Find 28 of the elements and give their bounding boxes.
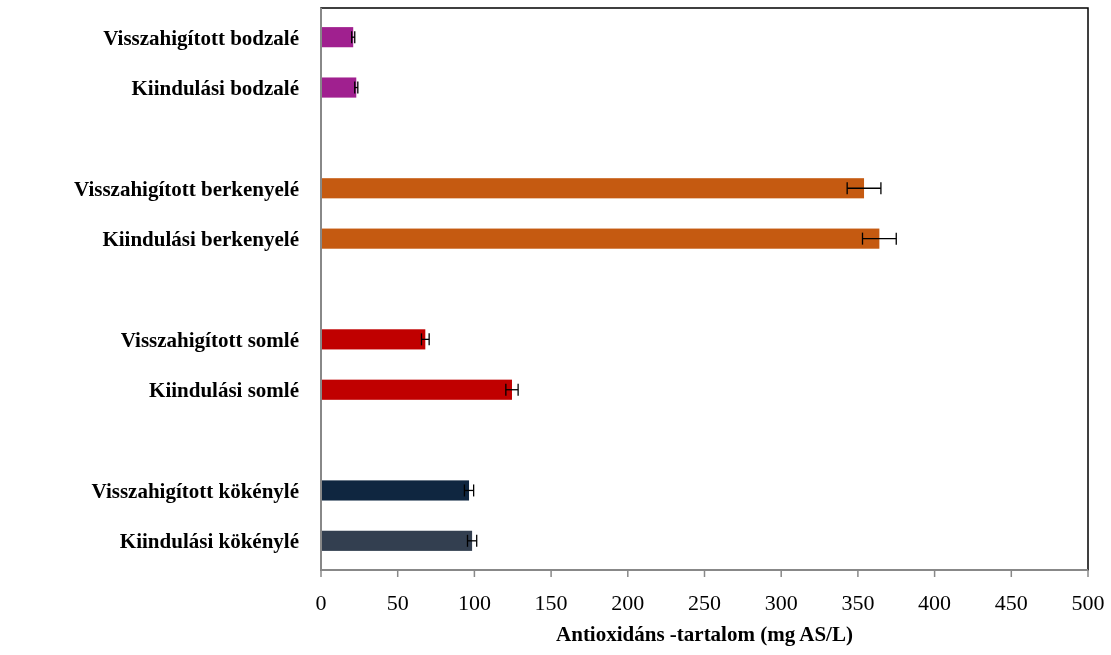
y-tick-label: Visszahigított somlé bbox=[120, 327, 299, 352]
x-tick-label: 250 bbox=[688, 590, 721, 615]
x-axis-title: Antioxidáns -tartalom (mg AS/L) bbox=[556, 622, 853, 646]
y-tick-label: Visszahigított kökénylé bbox=[91, 478, 299, 503]
y-tick-label: Kiindulási somlé bbox=[149, 378, 299, 403]
y-tick-label: Visszahigított berkenyelé bbox=[74, 176, 299, 201]
y-tick-label: Kiindulási bodzalé bbox=[131, 75, 299, 100]
x-tick-label: 50 bbox=[386, 590, 409, 615]
x-tick-label: 100 bbox=[457, 590, 491, 615]
y-tick-label: Visszahigított bodzalé bbox=[103, 25, 299, 50]
x-tick-label: 0 bbox=[315, 590, 327, 615]
bar bbox=[321, 480, 470, 501]
x-tick-label: 500 bbox=[1071, 590, 1105, 615]
bar bbox=[321, 329, 426, 350]
x-tick-label: 300 bbox=[764, 590, 798, 615]
x-tick-label: 350 bbox=[841, 590, 875, 615]
bar bbox=[321, 530, 473, 551]
bar bbox=[321, 77, 357, 98]
x-tick-label: 200 bbox=[611, 590, 645, 615]
y-tick-label: Kiindulási berkenyelé bbox=[102, 226, 299, 251]
x-tick-label: 450 bbox=[994, 590, 1028, 615]
bar bbox=[321, 178, 865, 199]
x-tick-label: 150 bbox=[534, 590, 568, 615]
bar bbox=[321, 27, 354, 48]
bar bbox=[321, 228, 880, 249]
x-tick-label: 400 bbox=[918, 590, 952, 615]
bar bbox=[321, 379, 512, 400]
y-tick-label: Kiindulási kökénylé bbox=[119, 529, 299, 554]
